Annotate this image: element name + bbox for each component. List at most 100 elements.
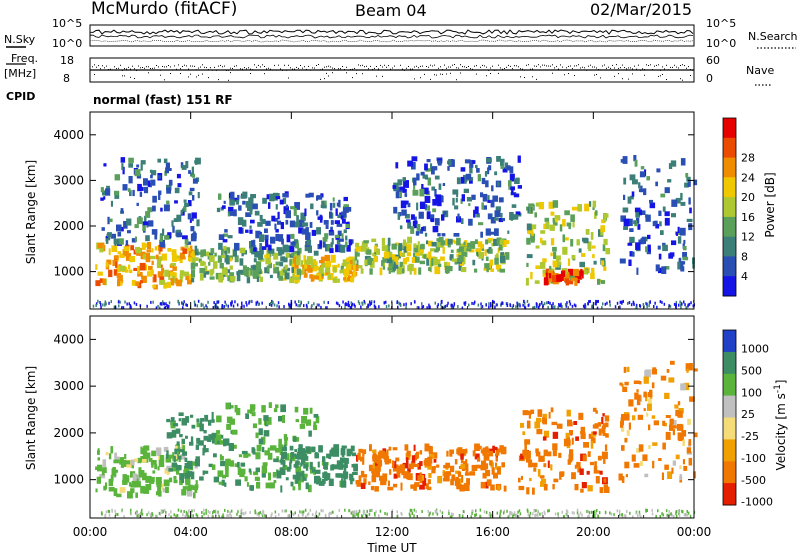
echo-cell [330,464,334,471]
ground-scatter-cell [254,509,256,513]
echo-cell [374,461,379,467]
echo-cell [187,279,192,285]
echo-cell [648,424,651,431]
ground-scatter-cell [511,511,513,515]
echo-cell [178,412,184,416]
echo-cell [158,192,161,200]
ground-scatter-cell [202,303,204,307]
nave-dot [506,66,507,68]
ground-scatter-cell [176,514,179,517]
echo-cell [192,486,199,491]
echo-cell [377,459,383,467]
ground-scatter-cell [509,511,511,515]
echo-cell [315,416,320,424]
nave-dot [676,66,677,68]
echo-cell [195,480,198,485]
echo-cell [120,226,124,232]
ground-scatter-cell [400,303,402,307]
ground-scatter-cell [552,302,554,306]
echo-cell [496,237,502,245]
echo-cell [482,205,487,210]
echo-cell [436,242,443,248]
echo-cell [461,194,465,202]
ground-scatter-cell [217,306,219,310]
nave-dot [438,67,439,69]
echo-cell [126,475,130,481]
nave-dot [482,64,483,66]
echo-cell [480,231,483,238]
echo-cell [281,468,286,475]
echo-cell [141,242,146,250]
echo-cell [131,464,134,469]
echo-cell [335,473,338,478]
ground-scatter-cell [561,510,563,514]
echo-cell [511,188,514,195]
echo-cell [358,265,363,269]
echo-cell [541,240,547,246]
ground-scatter-cell [539,512,541,516]
nave-dot [610,67,611,69]
echo-cell [560,271,565,277]
echo-cell [343,464,347,473]
ground-scatter-cell [633,303,635,306]
echo-cell [146,224,149,228]
echo-cell [675,409,680,417]
echo-cell [319,272,324,277]
nave-dot [324,66,325,68]
echo-cell [322,262,327,268]
ground-scatter-cell [686,510,688,513]
nave-dot [218,79,219,81]
echo-cell [371,475,377,483]
echo-cell [324,268,331,273]
nave-dot [340,68,341,70]
echo-cell [468,249,475,253]
ground-scatter-cell [685,513,687,517]
echo-cell [145,252,150,260]
echo-cell [298,476,304,483]
nave-dot [516,65,517,67]
nave-dot [666,64,667,66]
echo-cell [633,155,637,162]
ground-scatter-cell [509,303,511,307]
echo-cell [480,192,484,198]
ground-scatter-cell [651,512,654,516]
ground-scatter-cell [160,509,163,513]
nave-dot [202,64,203,66]
ground-scatter-cell [571,304,574,308]
echo-cell [656,168,661,173]
nave-dot [228,79,229,81]
echo-cell [381,245,387,251]
echo-cell [340,448,346,456]
echo-cell [183,271,189,277]
echo-cell [120,157,126,163]
echo-cell [117,274,123,283]
echo-cell [107,216,110,225]
velocity-colorbar-label: Velocity [m s-1] [773,380,788,471]
echo-cell [172,423,179,427]
echo-cell [124,475,130,483]
ground-scatter-cell [639,304,642,308]
echo-cell [282,197,287,204]
echo-cell [294,406,299,413]
ground-scatter-cell [320,509,322,513]
ground-scatter-cell [139,304,142,308]
ground-scatter-cell [501,301,503,305]
ground-scatter-cell [230,301,232,305]
ground-scatter-cell [552,305,554,309]
echo-cell [353,263,359,271]
nave-dot [292,68,293,70]
echo-cell [595,210,598,216]
echo-cell [408,263,414,272]
echo-cell [259,214,263,222]
x-tick-label: 20:00 [576,525,611,539]
echo-cell [162,228,165,236]
ground-scatter-cell [595,302,597,306]
echo-cell [488,231,495,235]
ground-scatter-cell [523,299,525,303]
nave-dot [302,67,303,69]
echo-cell [294,268,297,274]
echo-cell [671,240,677,246]
echo-cell [159,455,165,461]
echo-cell [629,174,636,181]
echo-cell [421,227,424,231]
